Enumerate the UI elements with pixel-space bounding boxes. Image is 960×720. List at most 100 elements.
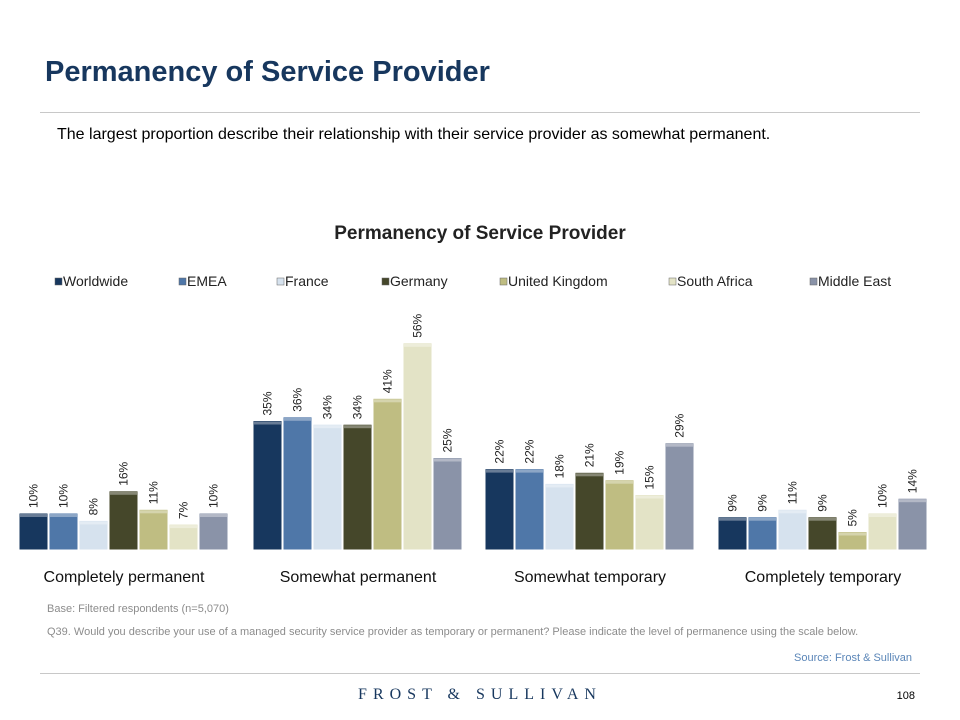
data-label: 14% [906, 469, 920, 493]
legend-label-middle-east: Middle East [818, 273, 891, 289]
bar-highlight [170, 525, 197, 528]
bar [808, 517, 837, 550]
bar-highlight [719, 518, 746, 521]
data-label: 22% [523, 439, 537, 463]
data-label: 21% [583, 443, 597, 467]
bar-highlight [666, 444, 693, 447]
legend-label-france: France [285, 273, 329, 289]
bar-highlight [869, 514, 896, 517]
data-label: 25% [441, 428, 455, 452]
bar [748, 517, 777, 550]
bar [605, 480, 634, 550]
footnotes: Base: Filtered respondents (n=5,070) Q39… [47, 602, 907, 648]
bar-highlight [576, 473, 603, 476]
bar [199, 513, 228, 550]
bar-highlight [636, 496, 663, 499]
bar-highlight [254, 422, 281, 425]
bar [545, 483, 574, 550]
category-label: Completely temporary [745, 569, 902, 586]
legend-label-united-kingdom: United Kingdom [508, 273, 608, 289]
category-label: Somewhat permanent [280, 569, 437, 586]
bar [868, 513, 897, 550]
data-label: 7% [177, 501, 191, 519]
data-label: 56% [411, 313, 425, 337]
bar [79, 520, 108, 550]
bar-highlight [839, 533, 866, 536]
legend-swatch-south-africa [669, 278, 676, 285]
bar [778, 509, 807, 550]
bar-highlight [486, 470, 513, 473]
bar [635, 495, 664, 551]
bar-highlight [809, 518, 836, 521]
category-label: Somewhat temporary [514, 569, 666, 586]
legend-swatch-france [277, 278, 284, 285]
bar [139, 509, 168, 550]
source-note: Source: Frost & Sullivan [794, 652, 912, 664]
data-label: 22% [493, 439, 507, 463]
data-label: 10% [876, 484, 890, 508]
bar-highlight [20, 514, 47, 517]
bar [253, 421, 282, 551]
bar-highlight [140, 510, 167, 513]
data-label: 11% [786, 481, 800, 504]
bar [373, 398, 402, 550]
data-label: 11% [147, 481, 161, 504]
bar [898, 498, 927, 550]
data-label: 29% [673, 413, 687, 437]
bar [515, 469, 544, 550]
bar-chart: Permanency of Service Provider Worldwide E… [0, 200, 960, 595]
data-label: 36% [291, 387, 305, 411]
bar [109, 491, 138, 550]
bar-highlight [749, 518, 776, 521]
data-label: 34% [351, 395, 365, 419]
title-divider [40, 112, 920, 113]
bar-highlight [80, 521, 107, 524]
legend-swatch-worldwide [55, 278, 62, 285]
bar [433, 458, 462, 551]
bar [403, 343, 432, 550]
question-note: Q39. Would you describe your use of a ma… [47, 625, 907, 640]
bar [665, 443, 694, 550]
legend-swatch-middle-east [810, 278, 817, 285]
data-label: 5% [846, 509, 860, 527]
legend-label-south-africa: South Africa [677, 273, 753, 289]
data-label: 9% [816, 494, 830, 512]
bar [718, 517, 747, 550]
page-title: Permanency of Service Provider [45, 56, 490, 89]
bar [49, 513, 78, 550]
bar-highlight [314, 425, 341, 428]
bar [485, 469, 514, 550]
bar-highlight [374, 399, 401, 402]
bar-highlight [404, 344, 431, 347]
company-logo: FROST & SULLIVAN [0, 686, 960, 704]
page-number: 108 [897, 690, 915, 702]
data-label: 10% [27, 484, 41, 508]
bar-highlight [434, 459, 461, 462]
bar-highlight [899, 499, 926, 502]
bar [19, 513, 48, 550]
bar [575, 472, 604, 550]
chart-title: Permanency of Service Provider [334, 223, 626, 244]
data-label: 9% [726, 494, 740, 512]
bar-highlight [516, 470, 543, 473]
bar-highlight [344, 425, 371, 428]
bar [343, 424, 372, 550]
bar [283, 417, 312, 550]
legend-label-germany: Germany [390, 273, 448, 289]
bar [313, 424, 342, 550]
footer-divider [40, 673, 920, 674]
legend-swatch-united-kingdom [500, 278, 507, 285]
bar-highlight [779, 510, 806, 513]
data-label: 19% [613, 450, 627, 474]
data-label: 9% [756, 494, 770, 512]
data-label: 18% [553, 454, 567, 478]
page-subtitle: The largest proportion describe their re… [57, 126, 770, 144]
legend-label-worldwide: Worldwide [63, 273, 128, 289]
legend-label-emea: EMEA [187, 273, 227, 289]
bar-highlight [546, 484, 573, 487]
bar-highlight [284, 418, 311, 421]
base-note: Base: Filtered respondents (n=5,070) [47, 602, 907, 617]
data-label: 34% [321, 395, 335, 419]
bar-highlight [200, 514, 227, 517]
category-label: Completely permanent [44, 569, 206, 586]
